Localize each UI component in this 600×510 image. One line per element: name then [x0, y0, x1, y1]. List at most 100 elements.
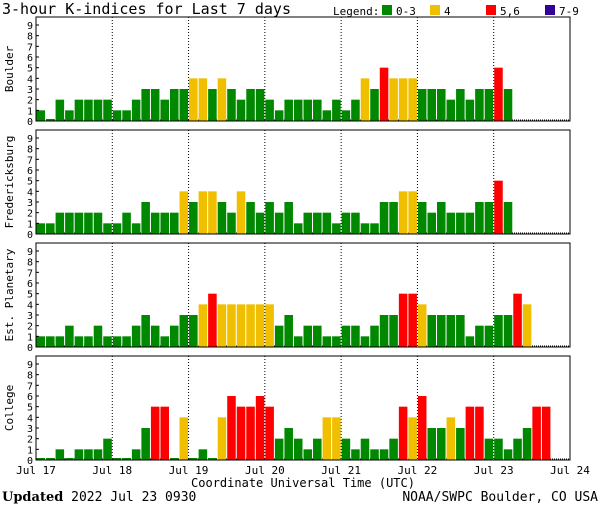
k-bar: [437, 89, 446, 121]
k-bar: [341, 212, 351, 234]
k-bar: [332, 223, 341, 234]
k-bar: [398, 406, 408, 460]
k-bar: [141, 202, 150, 234]
k-bar: [46, 336, 55, 347]
k-bar: [189, 315, 198, 347]
k-bar: [522, 304, 532, 347]
k-bar: [131, 449, 141, 460]
y-tick-label: 0: [27, 117, 33, 128]
k-bar: [265, 99, 274, 121]
k-bar: [293, 99, 303, 121]
k-bar: [351, 212, 360, 234]
k-bar: [74, 449, 84, 460]
k-bar: [179, 89, 189, 121]
k-bar: [494, 438, 503, 460]
k-bar: [293, 438, 303, 460]
k-bar: [284, 99, 293, 121]
y-tick-label: 0: [27, 456, 33, 467]
k-bar: [265, 406, 274, 460]
k-bar: [208, 191, 217, 234]
k-bar: [55, 336, 65, 347]
k-bar: [389, 438, 398, 460]
legend-swatch: [486, 5, 496, 15]
k-bar: [408, 293, 417, 347]
k-bar: [170, 89, 179, 121]
k-bar: [255, 212, 265, 234]
k-bar: [503, 315, 513, 347]
k-bar: [417, 89, 427, 121]
y-tick-label: 1: [27, 219, 33, 230]
k-bar: [274, 110, 284, 121]
k-bar: [341, 325, 351, 347]
y-tick-label: 6: [27, 279, 33, 290]
k-bar: [465, 99, 475, 121]
k-bar: [265, 202, 274, 234]
k-bar: [303, 325, 313, 347]
k-bar: [255, 396, 265, 460]
k-bar: [122, 212, 131, 234]
k-bar: [322, 110, 332, 121]
k-bar: [341, 438, 351, 460]
panel-frame: [35, 355, 571, 461]
chart-title: 3-hour K-indices for Last 7 days: [2, 0, 291, 18]
y-tick-label: 9: [27, 360, 33, 371]
k-bar: [227, 89, 236, 121]
k-bar: [417, 396, 427, 460]
k-bar: [170, 458, 179, 460]
k-bar: [370, 223, 379, 234]
k-bar: [170, 325, 179, 347]
k-bar: [398, 191, 408, 234]
k-bar: [208, 458, 217, 460]
k-bar: [131, 223, 141, 234]
panel-frame: [35, 16, 571, 122]
k-bar: [360, 336, 370, 347]
k-bar: [84, 99, 93, 121]
x-tick-label: Jul 20: [245, 464, 285, 477]
k-bar: [274, 325, 284, 347]
k-bar: [93, 99, 103, 121]
k-bar: [65, 325, 74, 347]
y-tick-label: 9: [27, 21, 33, 32]
k-bar: [112, 336, 122, 347]
y-tick-label: 0: [27, 230, 33, 241]
k-bar: [217, 417, 227, 460]
legend-label: Legend:: [333, 5, 379, 18]
k-bar: [65, 110, 74, 121]
y-tick-label: 1: [27, 445, 33, 456]
k-bar: [150, 89, 160, 121]
y-tick-label: 5: [27, 64, 33, 75]
k-bar: [103, 99, 112, 121]
k-bar: [332, 336, 341, 347]
k-bar: [427, 428, 436, 460]
y-tick-label: 6: [27, 166, 33, 177]
k-bar: [494, 180, 503, 234]
k-bar: [179, 191, 189, 234]
k-bar: [322, 417, 332, 460]
k-bar: [313, 212, 322, 234]
k-bar: [227, 396, 236, 460]
station-label: Boulder: [3, 45, 16, 92]
k-bar: [465, 336, 475, 347]
k-bar: [389, 78, 398, 121]
y-tick-label: 3: [27, 85, 33, 96]
k-bar: [160, 212, 169, 234]
k-bar: [313, 325, 322, 347]
k-bar: [532, 406, 541, 460]
k-bar: [55, 99, 65, 121]
station-label: Est. Planetary: [3, 248, 16, 341]
data-source: NOAA/SWPC Boulder, CO USA: [402, 490, 598, 505]
x-tick-label: Jul 21: [321, 464, 361, 477]
legend-item-label: 7-9: [559, 5, 579, 18]
k-bar: [103, 336, 112, 347]
station-label: Fredericksburg: [3, 136, 16, 229]
k-bar: [437, 315, 446, 347]
k-bar: [456, 315, 465, 347]
y-tick-label: 3: [27, 198, 33, 209]
k-bar: [494, 67, 503, 121]
k-bar: [379, 315, 389, 347]
updated-timestamp: Updated 2022 Jul 23 0930: [2, 490, 196, 505]
y-tick-label: 4: [27, 413, 33, 424]
k-bar: [84, 336, 93, 347]
